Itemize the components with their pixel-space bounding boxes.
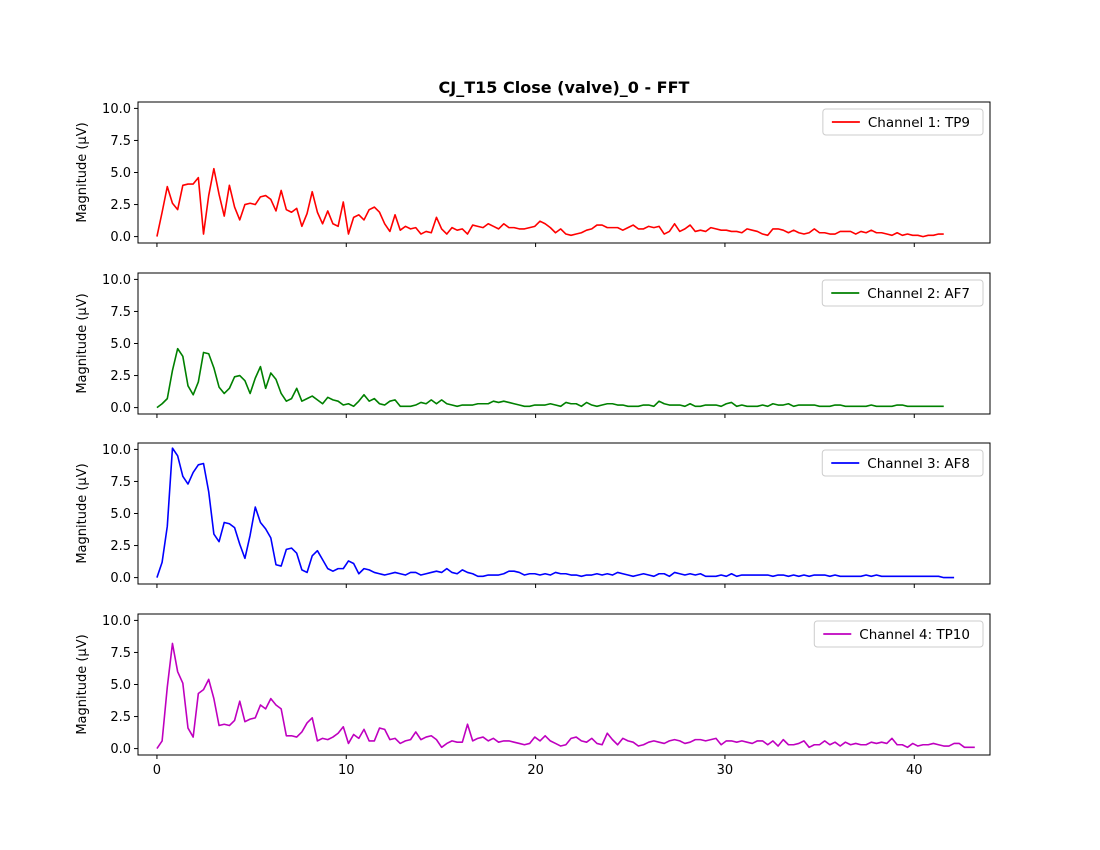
y-tick-label: 0.0 [110, 742, 131, 757]
legend-box [821, 449, 984, 477]
subplot-4: 0.0 2.5 5.0 7.5 10.0 0 10 20 30 40 Magnitude (μV) C… [75, 613, 991, 778]
subplot-3: 0.0 2.5 5.0 7.5 10.0 Magnitude (μV) Channel 3:… [75, 442, 991, 588]
series-line [156, 642, 975, 750]
y-tick-label: 7.5 [110, 475, 131, 490]
y-tick-label: 2.5 [110, 369, 131, 384]
y-tick-label: 7.5 [110, 646, 131, 661]
x-tick-label: 10 [338, 763, 355, 778]
y-tick-label: 10.0 [102, 614, 131, 629]
y-tick-label: 0.0 [110, 571, 131, 586]
y-axis-label: Magnitude (μV) [75, 634, 90, 734]
y-tick-label: 5.0 [110, 678, 131, 693]
y-axis-label: Magnitude (μV) [75, 463, 90, 563]
y-tick-label: 0.0 [110, 230, 131, 245]
subplot-1: 0.0 2.5 5.0 7.5 10.0 Magnitude (μV) Channel 1:… [75, 101, 991, 247]
x-tick-label: 30 [717, 763, 734, 778]
x-tick-label: 20 [527, 763, 544, 778]
y-tick-label: 5.0 [110, 166, 131, 181]
y-tick-label: 5.0 [110, 507, 131, 522]
y-tick-label: 10.0 [102, 273, 131, 288]
subplots: 0.0 2.5 5.0 7.5 10.0 Magnitude (μV) Channel 1:… [75, 101, 991, 778]
legend-box [813, 620, 984, 648]
chart-title: CJ_T15 Close (valve)_0 - FFT [439, 78, 690, 97]
y-tick-label: 7.5 [110, 305, 131, 320]
legend-label: Channel 3: AF8 [867, 456, 970, 472]
y-tick-label: 2.5 [110, 198, 131, 213]
legend-box [822, 108, 984, 136]
series-line [156, 167, 944, 238]
legend-label: Channel 2: AF7 [867, 286, 970, 302]
x-tick-label: 0 [153, 763, 161, 778]
legend-label: Channel 1: TP9 [868, 115, 970, 131]
y-tick-label: 2.5 [110, 539, 131, 554]
y-tick-label: 7.5 [110, 134, 131, 149]
series-line [156, 447, 955, 579]
subplot-2: 0.0 2.5 5.0 7.5 10.0 Magnitude (μV) Channel 2:… [75, 272, 991, 418]
y-tick-label: 2.5 [110, 710, 131, 725]
legend-box [821, 279, 984, 307]
y-tick-label: 10.0 [102, 443, 131, 458]
y-tick-label: 0.0 [110, 401, 131, 416]
y-tick-label: 5.0 [110, 337, 131, 352]
y-axis-label: Magnitude (μV) [75, 293, 90, 393]
y-axis-label: Magnitude (μV) [75, 122, 90, 222]
series-line [156, 347, 944, 409]
y-tick-label: 10.0 [102, 102, 131, 117]
x-tick-label: 40 [906, 763, 923, 778]
legend-label: Channel 4: TP10 [859, 627, 970, 643]
